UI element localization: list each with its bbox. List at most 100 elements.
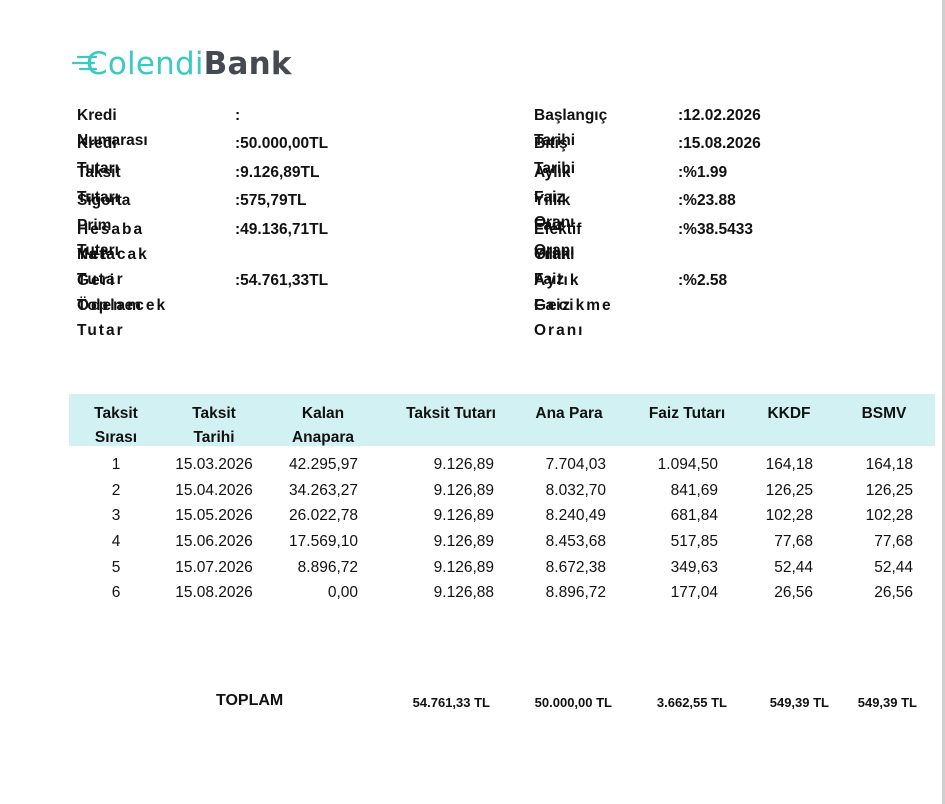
header-installment-no-line2: Sırası [94, 429, 138, 446]
info-label-credit-amount: Kredi Tutarı [77, 135, 119, 177]
table-cell-installment-no: 4 [111, 533, 121, 550]
info-label-net-amount-line2: Net Tutar [77, 246, 125, 288]
table-cell-interest-amount: 517,85 [670, 533, 718, 550]
table-cell-principal: 8.453,68 [545, 533, 606, 550]
table-cell-remaining-principal: 0,00 [327, 584, 358, 601]
table-cell-installment-date: 15.06.2026 [175, 533, 253, 550]
info-value-annual-rate: :%23.88 [678, 192, 736, 209]
info-label-monthly-rate: Aylık Faiz Oranı [534, 164, 575, 231]
logo-speed-lines-icon [72, 55, 98, 71]
info-value-effective-rate: :%38.5433 [678, 221, 753, 238]
page-edge-shadow [942, 0, 945, 804]
info-value-credit-amount: :50.000,00TL [235, 135, 329, 152]
header-interest-amount-line1: Faiz Tutarı [648, 405, 726, 422]
header-installment-no: Taksit Sırası [56, 402, 176, 450]
table-cell-remaining-principal: 17.569,10 [289, 533, 358, 550]
header-kkdf-line1: KKDF [767, 405, 811, 422]
table-cell-kkdf: 126,25 [765, 482, 813, 499]
header-installment-amount: Taksit Tutarı [391, 402, 511, 426]
table-cell-remaining-principal: 42.295,97 [289, 456, 358, 473]
info-value-monthly-rate: :%1.99 [678, 164, 728, 181]
table-cell-principal: 8.896,72 [545, 584, 606, 601]
table-cell-interest-amount: 681,84 [670, 507, 718, 524]
table-cell-bsmv: 77,68 [874, 533, 913, 550]
header-principal: Ana Para [509, 402, 629, 426]
info-label-effective-rate-line2: Oranı [534, 246, 575, 263]
table-cell-installment-no: 3 [111, 507, 121, 524]
header-bsmv: BSMV [824, 402, 944, 426]
table-cell-installment-date: 15.04.2026 [175, 482, 253, 499]
payment-table-header [69, 394, 935, 446]
table-cell-installment-amount: 9.126,89 [433, 533, 494, 550]
info-label-total-repayment-line1: Geri Ödenecek [77, 272, 168, 314]
table-cell-remaining-principal: 8.896,72 [297, 559, 358, 576]
table-cell-kkdf: 26,56 [774, 584, 813, 601]
info-value-insurance-premium: :575,79TL [235, 192, 307, 209]
table-cell-kkdf: 52,44 [774, 559, 813, 576]
table-cell-installment-no: 6 [111, 584, 121, 601]
colendi-bank-logo: ColendiBank [72, 44, 292, 84]
table-cell-bsmv: 52,44 [874, 559, 913, 576]
total-kkdf: 549,39 TL [769, 695, 829, 710]
table-cell-remaining-principal: 34.263,27 [289, 482, 358, 499]
info-label-annual-rate: Yıllık Faiz Oranı [534, 192, 575, 259]
info-value-installment-amount: :9.126,89TL [235, 164, 320, 181]
table-cell-principal: 8.240,49 [545, 507, 606, 524]
table-cell-principal: 8.672,38 [545, 559, 606, 576]
header-installment-date-line2: Tarihi [193, 429, 235, 446]
header-remaining-principal-line1: Kalan [301, 405, 345, 422]
info-label-net-amount-line1: Hesaba Yatacak [77, 221, 149, 263]
info-value-late-rate: :%2.58 [678, 272, 728, 289]
table-cell-bsmv: 26,56 [874, 584, 913, 601]
header-interest-amount: Faiz Tutarı [627, 402, 747, 426]
info-label-credit-number: Kredi Numarası [77, 107, 148, 149]
table-cell-interest-amount: 349,63 [670, 559, 718, 576]
total-interest-amount: 3.662,55 TL [656, 695, 727, 710]
logo-wordmark: ColendiBank [86, 46, 292, 82]
info-value-net-amount: :49.136,71TL [235, 221, 329, 238]
header-kkdf: KKDF [729, 402, 849, 426]
table-cell-installment-amount: 9.126,89 [433, 456, 494, 473]
table-cell-principal: 8.032,70 [545, 482, 606, 499]
header-remaining-principal: Kalan Anapara [263, 402, 383, 450]
total-bsmv: 549,39 TL [857, 695, 917, 710]
table-cell-installment-date: 15.08.2026 [175, 584, 253, 601]
table-cell-installment-date: 15.03.2026 [175, 456, 253, 473]
table-cell-interest-amount: 177,04 [670, 584, 718, 601]
info-value-total-repayment: :54.761,33TL [235, 272, 329, 289]
info-label-late-rate-line2: Faiz Oranı [534, 297, 585, 339]
table-cell-installment-amount: 9.126,89 [433, 559, 494, 576]
info-label-total-repayment-line2: Toplam Tutar [77, 297, 143, 339]
table-cell-kkdf: 164,18 [765, 456, 813, 473]
info-label-late-rate-line1: Aylık Gecikme [534, 272, 613, 314]
table-cell-installment-amount: 9.126,88 [433, 584, 494, 601]
table-cell-remaining-principal: 26.022,78 [289, 507, 358, 524]
table-cell-interest-amount: 841,69 [670, 482, 718, 499]
info-value-end-date: :15.08.2026 [678, 135, 761, 152]
table-cell-bsmv: 126,25 [865, 482, 913, 499]
total-installment-amount: 54.761,33 TL [412, 695, 490, 710]
table-cell-installment-no: 5 [111, 559, 121, 576]
header-remaining-principal-line2: Anapara [291, 429, 355, 446]
table-cell-installment-date: 15.05.2026 [175, 507, 253, 524]
table-cell-installment-amount: 9.126,89 [433, 482, 494, 499]
table-cell-principal: 7.704,03 [545, 456, 606, 473]
table-cell-kkdf: 102,28 [765, 507, 813, 524]
table-cell-installment-no: 1 [111, 456, 121, 473]
table-cell-kkdf: 77,68 [774, 533, 813, 550]
header-installment-amount-line1: Taksit Tutarı [406, 405, 496, 422]
info-label-start-date: Başlangıç Tarihi [534, 107, 608, 149]
total-principal: 50.000,00 TL [534, 695, 612, 710]
totals-label: TOPLAM [216, 692, 284, 709]
logo-text-colendi: Colendi [86, 46, 204, 82]
info-label-end-date: Bitiş Tarihi [534, 135, 576, 177]
info-label-effective-rate-line1: Efektif Yıllık Faiz [534, 221, 582, 288]
table-cell-bsmv: 164,18 [865, 456, 913, 473]
info-value-start-date: :12.02.2026 [678, 107, 761, 124]
table-cell-interest-amount: 1.094,50 [657, 456, 718, 473]
header-principal-line1: Ana Para [535, 405, 603, 422]
info-value-credit-number: : [235, 107, 241, 124]
table-cell-installment-amount: 9.126,89 [433, 507, 494, 524]
table-cell-installment-date: 15.07.2026 [175, 559, 253, 576]
table-cell-installment-no: 2 [111, 482, 121, 499]
